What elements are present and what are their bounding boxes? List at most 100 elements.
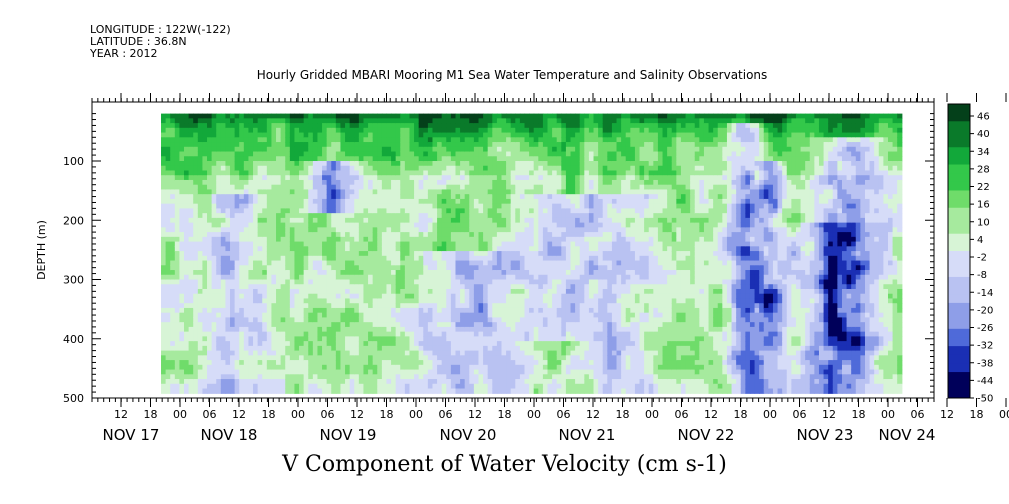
heatmap-cell	[542, 374, 549, 380]
heatmap-cell	[230, 265, 236, 271]
heatmap-cell	[193, 364, 199, 371]
heatmap-cell	[409, 383, 415, 390]
heatmap-cell	[340, 341, 346, 347]
heatmap-cell	[312, 198, 319, 205]
heatmap-cell	[386, 388, 392, 394]
heatmap-cell	[289, 236, 296, 243]
heatmap-cell	[450, 270, 457, 276]
heatmap-cell	[257, 232, 263, 238]
heatmap-cell	[483, 274, 489, 281]
heatmap-cell	[496, 265, 503, 271]
heatmap-cell	[216, 307, 222, 314]
heatmap-cell	[354, 331, 360, 337]
heatmap-cell	[331, 255, 337, 262]
heatmap-cell	[381, 364, 388, 371]
heatmap-cell	[441, 127, 447, 134]
heatmap-cell	[372, 203, 378, 209]
heatmap-cell	[519, 298, 526, 304]
heatmap-cell	[506, 336, 512, 342]
heatmap-cell	[423, 232, 429, 238]
heatmap-cell	[335, 184, 342, 191]
heatmap-cell	[193, 374, 199, 380]
heatmap-cell	[207, 255, 213, 262]
heatmap-cell	[280, 307, 286, 314]
heatmap-cell	[280, 175, 286, 181]
heatmap-cell	[253, 331, 259, 337]
heatmap-cell	[299, 388, 305, 394]
heatmap-cell	[239, 151, 245, 157]
heatmap-cell	[303, 383, 309, 390]
heatmap-cell	[519, 151, 526, 157]
heatmap-cell	[524, 217, 530, 224]
heatmap-cell	[437, 341, 443, 347]
heatmap-cell	[202, 255, 208, 262]
heatmap-cell	[418, 341, 424, 347]
heatmap-cell	[294, 179, 300, 186]
heatmap-cell	[211, 298, 217, 304]
heatmap-cell	[299, 127, 305, 134]
heatmap-cell	[446, 260, 452, 266]
heatmap-cell	[170, 179, 176, 186]
heatmap-cell	[179, 293, 185, 300]
heatmap-cell	[469, 236, 475, 243]
heatmap-cell	[547, 265, 553, 271]
heatmap-cell	[441, 222, 447, 228]
heatmap-cell	[496, 284, 503, 290]
heatmap-cell	[501, 255, 507, 262]
heatmap-cell	[542, 146, 549, 153]
heatmap-cell	[437, 364, 443, 371]
heatmap-cell	[400, 293, 406, 300]
heatmap-cell	[368, 303, 374, 309]
heatmap-cell	[280, 341, 286, 347]
heatmap-cell	[239, 113, 245, 119]
heatmap-cell	[483, 161, 489, 167]
heatmap-cell	[165, 232, 171, 238]
heatmap-cell	[460, 208, 466, 214]
heatmap-cell	[506, 317, 512, 323]
heatmap-cell	[506, 156, 512, 162]
heatmap-cell	[239, 336, 245, 342]
heatmap-cell	[450, 326, 457, 333]
heatmap-cell	[414, 123, 420, 129]
heatmap-cell	[326, 198, 332, 205]
heatmap-cell	[423, 246, 429, 252]
heatmap-cell	[257, 179, 263, 186]
heatmap-cell	[193, 208, 199, 214]
heatmap-cell	[363, 326, 369, 333]
heatmap-cell	[381, 232, 388, 238]
heatmap-cell	[483, 307, 489, 314]
heatmap-cell	[515, 127, 521, 134]
heatmap-cell	[441, 293, 447, 300]
heatmap-cell	[184, 360, 190, 366]
heatmap-cell	[432, 251, 438, 257]
heatmap-cell	[299, 161, 305, 167]
heatmap-cell	[216, 251, 222, 257]
heatmap-cell	[469, 165, 475, 172]
heatmap-cell	[510, 113, 516, 119]
heatmap-cell	[335, 161, 342, 167]
heatmap-cell	[386, 251, 392, 257]
heatmap-cell	[409, 369, 415, 375]
heatmap-cell	[391, 184, 397, 191]
heatmap-cell	[257, 293, 263, 300]
heatmap-cell	[386, 326, 392, 333]
heatmap-cell	[170, 246, 176, 252]
heatmap-cell	[391, 203, 397, 209]
heatmap-cell	[450, 189, 457, 195]
heatmap-cell	[257, 251, 263, 257]
heatmap-cell	[248, 179, 254, 186]
heatmap-cell	[349, 118, 355, 124]
heatmap-cell	[289, 246, 296, 252]
heatmap-cell	[391, 307, 397, 314]
heatmap-cell	[529, 279, 535, 285]
heatmap-cell	[418, 194, 424, 200]
heatmap-cell	[404, 236, 411, 243]
heatmap-cell	[455, 331, 461, 337]
heatmap-cell	[349, 246, 355, 252]
heatmap-cell	[197, 132, 204, 138]
heatmap-cell	[483, 350, 489, 356]
heatmap-cell	[391, 331, 397, 337]
heatmap-cell	[441, 331, 447, 337]
heatmap-cell	[455, 165, 461, 172]
heatmap-cell	[423, 383, 429, 390]
